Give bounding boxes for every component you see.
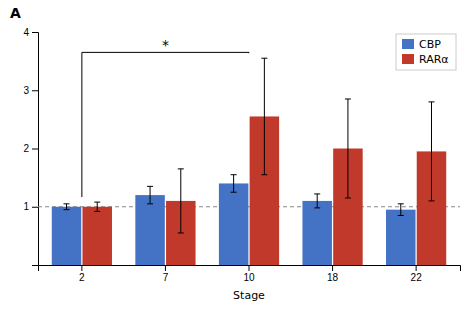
x-tick-mark bbox=[81, 265, 82, 271]
error-bar bbox=[345, 99, 351, 198]
legend-box bbox=[396, 34, 456, 70]
y-tick: 1 bbox=[23, 201, 38, 212]
x-tick-mark bbox=[332, 265, 333, 271]
significance-label: * bbox=[162, 37, 169, 53]
legend-item: CBP bbox=[402, 38, 441, 51]
error-bar bbox=[231, 175, 237, 192]
bar bbox=[302, 201, 331, 265]
bar bbox=[386, 210, 415, 265]
x-tick: 2 bbox=[79, 265, 85, 283]
legend-swatch bbox=[402, 54, 414, 64]
bar bbox=[219, 183, 248, 265]
x-tick: 18 bbox=[327, 265, 339, 283]
y-axis: 1 2 3 4 bbox=[23, 27, 38, 266]
legend: CBP RARα bbox=[396, 34, 456, 70]
error-bar-line bbox=[398, 204, 404, 216]
error-bar-line bbox=[345, 99, 351, 198]
series bbox=[82, 58, 446, 265]
y-tick: 4 bbox=[23, 27, 38, 38]
error-bar-line bbox=[261, 58, 267, 174]
x-tick-mark bbox=[165, 265, 166, 271]
x-tick: 10 bbox=[243, 265, 255, 283]
title: A bbox=[10, 5, 21, 21]
x-tick-label: 2 bbox=[79, 272, 85, 283]
error-bar-line bbox=[314, 194, 320, 208]
y-tick-mark bbox=[32, 90, 38, 91]
legend-label: RARα bbox=[419, 53, 449, 66]
error-bar-line bbox=[428, 102, 434, 201]
bar bbox=[52, 207, 81, 265]
error-bar-line bbox=[231, 175, 237, 192]
significance-bracket bbox=[82, 52, 249, 197]
error-bar bbox=[94, 202, 100, 211]
error-bar bbox=[178, 169, 184, 233]
chart: A 2 7 10 18 22 1 2 3 4 Stage * CBP RARα bbox=[0, 0, 474, 309]
bar bbox=[82, 207, 111, 265]
y-tick-mark bbox=[32, 149, 38, 150]
plot: 2 7 10 18 22 1 2 3 4 Stage * CBP RARα bbox=[23, 27, 460, 302]
legend-item: RARα bbox=[402, 53, 449, 66]
y-tick: 2 bbox=[23, 143, 38, 154]
x-tick: 7 bbox=[163, 265, 169, 283]
error-bar bbox=[147, 186, 153, 203]
y-tick-mark bbox=[32, 32, 38, 33]
marks bbox=[38, 52, 460, 265]
x-tick-label: 18 bbox=[327, 272, 339, 283]
error-bar-line bbox=[178, 169, 184, 233]
y-tick-label: 2 bbox=[23, 143, 29, 154]
x-tick-label: 10 bbox=[243, 272, 255, 283]
bar bbox=[135, 195, 164, 265]
y-tick-mark bbox=[32, 207, 38, 208]
y-tick: 3 bbox=[23, 85, 38, 96]
x-axis: 2 7 10 18 22 bbox=[39, 265, 461, 283]
y-tick-label: 3 bbox=[23, 85, 29, 96]
error-bar bbox=[398, 204, 404, 216]
error-bar bbox=[64, 204, 70, 210]
x-tick-mark bbox=[416, 265, 417, 271]
error-bar-line bbox=[94, 202, 100, 211]
x-tick: 22 bbox=[411, 265, 423, 283]
x-axis-label: Stage bbox=[233, 289, 265, 302]
y-axis-line bbox=[32, 33, 39, 266]
x-tick-label: 22 bbox=[411, 272, 423, 283]
x-tick-label: 7 bbox=[163, 272, 169, 283]
x-axis-line bbox=[39, 266, 461, 272]
error-bar bbox=[428, 102, 434, 201]
legend-label: CBP bbox=[419, 38, 441, 51]
y-tick-label: 4 bbox=[23, 27, 29, 38]
error-bar bbox=[261, 58, 267, 174]
error-bar bbox=[314, 194, 320, 208]
error-bar-line bbox=[147, 186, 153, 203]
x-tick-mark bbox=[249, 265, 250, 271]
legend-swatch bbox=[402, 39, 414, 49]
y-tick-label: 1 bbox=[23, 201, 29, 212]
error-bar-line bbox=[64, 204, 70, 210]
